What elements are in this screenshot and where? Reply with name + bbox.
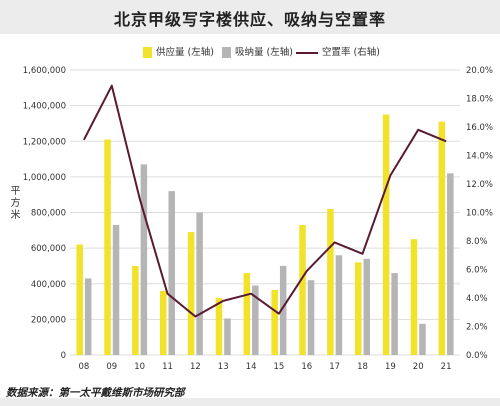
- bar-supply: [438, 121, 446, 355]
- bar-absorption: [363, 258, 370, 355]
- x-tick-label: 20: [413, 362, 424, 372]
- y-left-tick-label: 800,000: [31, 209, 66, 219]
- bar-absorption: [447, 173, 454, 355]
- x-tick-label: 19: [385, 362, 396, 372]
- x-tick-label: 08: [79, 362, 90, 372]
- y-right-tick-label: 18.0%: [466, 95, 493, 105]
- x-tick-label: 15: [274, 362, 285, 372]
- legend-swatch-vacancy: [296, 51, 318, 54]
- x-tick-label: 17: [329, 362, 340, 372]
- y-left-tick-label: 0: [61, 351, 66, 361]
- bar-absorption: [307, 280, 315, 355]
- bar-supply: [355, 262, 362, 355]
- y-left-tick-label: 1,200,000: [23, 137, 66, 147]
- y-right-tick-label: 6.0%: [466, 266, 488, 276]
- x-tick-label: 14: [246, 362, 257, 372]
- y-left-tick-label: 600,000: [31, 244, 66, 254]
- y-left-tick-label: 1,400,000: [23, 102, 66, 112]
- y-left-tick-label: 1,600,000: [23, 66, 66, 76]
- bar-supply: [299, 224, 306, 355]
- x-tick-label: 09: [106, 362, 117, 372]
- bar-supply: [382, 114, 390, 355]
- x-tick-label: 11: [162, 362, 173, 372]
- bar-absorption: [335, 255, 343, 355]
- x-tick-label: 16: [301, 362, 312, 372]
- bottom-shade: [0, 398, 500, 406]
- bar-absorption: [84, 278, 92, 355]
- bar-supply: [410, 239, 418, 355]
- bar-supply: [104, 139, 111, 355]
- y-right-tick-label: 20.0%: [466, 66, 493, 76]
- y-left-tick-label: 400,000: [31, 280, 66, 290]
- legend-item-supply: 供应量 (左轴): [143, 44, 214, 60]
- bar-supply: [327, 208, 334, 355]
- bar-supply: [160, 290, 167, 355]
- y-right-tick-label: 8.0%: [466, 237, 488, 247]
- y-right-tick-label: 14.0%: [466, 152, 493, 162]
- bar-absorption: [140, 164, 148, 355]
- bar-absorption: [196, 212, 203, 355]
- bar-absorption: [168, 191, 175, 355]
- legend-item-absorption: 吸纳量 (左轴): [222, 44, 293, 60]
- y-right-tick-label: 0.0%: [466, 351, 488, 361]
- legend: 供应量 (左轴) 吸纳量 (左轴) 空置率 (右轴): [0, 44, 500, 60]
- legend-item-vacancy: 空置率 (右轴): [296, 44, 380, 60]
- bar-absorption: [112, 224, 120, 355]
- bar-absorption: [279, 265, 287, 355]
- title-bar: [0, 0, 500, 34]
- bar-absorption: [224, 318, 231, 355]
- legend-label-supply: 供应量 (左轴): [156, 47, 214, 58]
- legend-swatch-absorption: [222, 47, 231, 58]
- bar-supply: [271, 289, 278, 355]
- bar-supply: [132, 265, 139, 355]
- y-right-tick-label: 16.0%: [466, 123, 493, 133]
- y-left-tick-label: 1,000,000: [23, 173, 66, 183]
- bar-supply: [215, 298, 223, 355]
- chart-title: 北京甲级写字楼供应、吸纳与空置率: [113, 10, 386, 29]
- bar-absorption: [252, 285, 259, 355]
- y-right-tick-label: 4.0%: [466, 294, 488, 304]
- y-right-tick-label: 12.0%: [466, 180, 493, 190]
- bar-supply: [243, 273, 251, 355]
- y-left-tick-label: 200,000: [31, 315, 66, 325]
- line-vacancy: [83, 84, 447, 318]
- x-tick-label: 13: [218, 362, 229, 372]
- legend-swatch-supply: [143, 47, 152, 58]
- y-right-tick-label: 10.0%: [466, 209, 493, 219]
- x-tick-label: 10: [134, 362, 145, 372]
- legend-label-vacancy: 空置率 (右轴): [322, 47, 380, 58]
- x-tick-label: 12: [190, 362, 201, 372]
- y-right-tick-label: 2.0%: [466, 323, 488, 333]
- bar-absorption: [419, 323, 426, 355]
- bar-supply: [187, 232, 195, 355]
- y-axis-label: 平方米: [8, 185, 19, 221]
- x-tick-label: 18: [357, 362, 368, 372]
- source-note: 数据来源：第一太平戴维斯市场研究部: [6, 387, 185, 399]
- bar-supply: [76, 244, 83, 355]
- x-tick-label: 21: [441, 362, 452, 372]
- legend-label-absorption: 吸纳量 (左轴): [235, 47, 293, 58]
- bar-absorption: [391, 273, 398, 355]
